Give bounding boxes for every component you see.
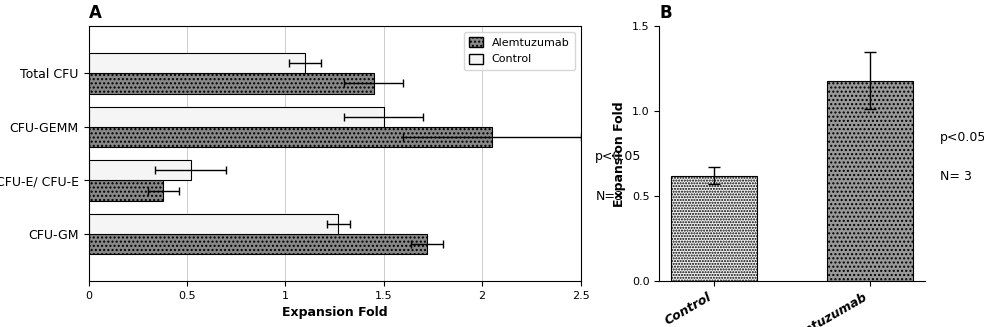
Legend: Alemtuzumab, Control: Alemtuzumab, Control [463, 32, 575, 70]
Bar [89, 234, 427, 254]
Text: A: A [89, 4, 101, 22]
Bar [671, 176, 757, 281]
Text: N=3: N=3 [595, 190, 623, 203]
Bar [828, 80, 913, 281]
Text: B: B [659, 4, 672, 22]
Bar [89, 214, 338, 234]
Bar [89, 160, 191, 181]
Bar [89, 53, 305, 73]
Text: N= 3: N= 3 [940, 170, 971, 183]
Bar [89, 107, 384, 127]
X-axis label: Expansion Fold: Expansion Fold [281, 306, 388, 319]
Text: p<0.05: p<0.05 [940, 131, 984, 144]
Bar [89, 73, 374, 94]
Y-axis label: Expansion Fold: Expansion Fold [613, 101, 627, 207]
Bar [89, 181, 163, 201]
Bar [89, 127, 492, 147]
Text: p<0.05: p<0.05 [595, 150, 642, 164]
